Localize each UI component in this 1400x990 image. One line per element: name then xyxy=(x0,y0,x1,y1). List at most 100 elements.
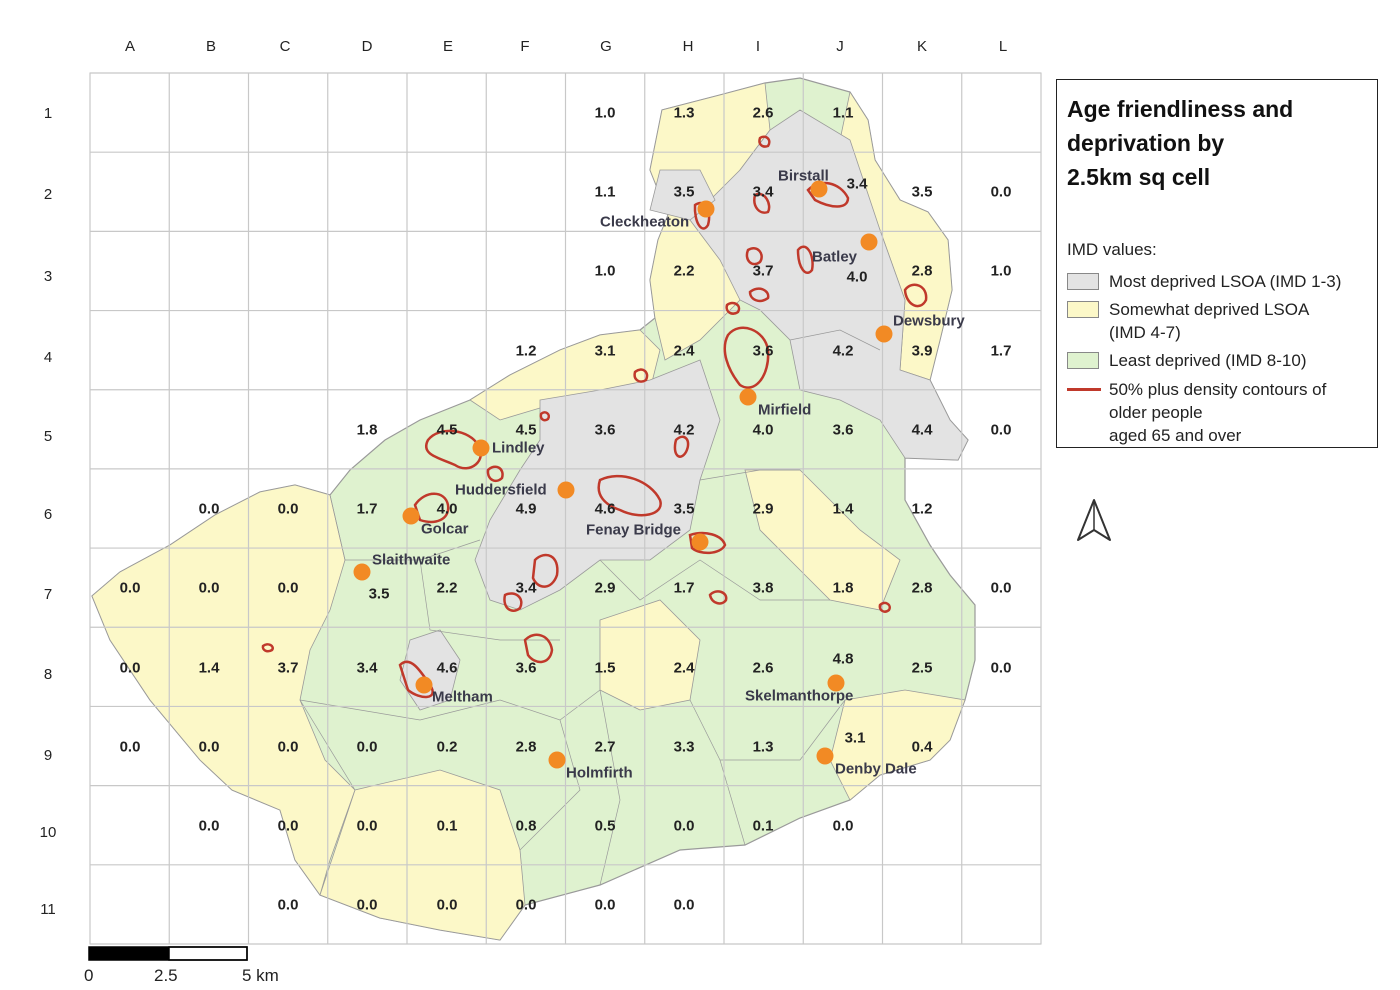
contour xyxy=(523,633,554,664)
town-label-mirfield: Mirfield xyxy=(758,401,812,419)
cell-value-f8: 3.6 xyxy=(515,659,537,677)
cell-value-j3: 4.0 xyxy=(846,268,868,286)
grid-row-label: 6 xyxy=(43,506,53,523)
grid-column-label: F xyxy=(520,38,530,55)
cell-value-a7: 0.0 xyxy=(119,579,141,597)
cell-value-j10: 0.0 xyxy=(832,817,854,835)
legend-subtitle: IMD values: xyxy=(1067,240,1157,259)
cell-value-g9: 2.7 xyxy=(594,738,616,756)
contour xyxy=(878,601,891,613)
town-label-cleckheaton: Cleckheaton xyxy=(600,213,690,231)
cell-value-b10: 0.0 xyxy=(198,817,220,835)
town-label-skelmanthorpe: Skelmanthorpe xyxy=(745,687,854,705)
cell-value-b6: 0.0 xyxy=(198,500,220,518)
cell-value-c8: 3.7 xyxy=(277,659,299,677)
cell-value-g3: 1.0 xyxy=(594,262,616,280)
grid-column-label: C xyxy=(279,38,291,55)
cell-value-j4: 4.2 xyxy=(832,342,854,360)
legend-title-line: Age friendliness and xyxy=(1067,96,1294,122)
contour xyxy=(486,465,504,482)
grid-row-label: 2 xyxy=(43,186,53,203)
town-marker-icon xyxy=(739,388,757,406)
cell-value-j5: 3.6 xyxy=(832,421,854,439)
cell-value-l3: 1.0 xyxy=(990,262,1012,280)
contour xyxy=(758,135,771,148)
cell-value-h11: 0.0 xyxy=(673,896,695,914)
town-marker-icon xyxy=(810,180,828,198)
cell-value-l8: 0.0 xyxy=(990,659,1012,677)
cell-value-i10: 0.1 xyxy=(752,817,774,835)
town-marker-icon xyxy=(353,563,371,581)
cell-value-d6: 1.7 xyxy=(356,500,378,518)
town-marker-icon xyxy=(557,481,575,499)
cell-value-g10: 0.5 xyxy=(594,817,616,835)
cell-value-i4: 3.6 xyxy=(752,342,774,360)
cell-value-g4: 3.1 xyxy=(594,342,616,360)
legend-label: aged 65 and over xyxy=(1109,426,1242,445)
town-marker-icon xyxy=(875,325,893,343)
grid-column-label: A xyxy=(124,38,135,55)
cell-value-f9: 2.8 xyxy=(515,738,537,756)
cell-value-j2: 3.4 xyxy=(846,175,868,193)
legend-title: Age friendliness and deprivation by 2.5k… xyxy=(1067,92,1367,194)
cell-value-h1: 1.3 xyxy=(673,104,695,122)
grid-row-label: 10 xyxy=(39,824,57,841)
contour xyxy=(796,245,814,274)
contour xyxy=(539,411,550,422)
town-label-dewsbury: Dewsbury xyxy=(893,312,965,330)
cell-value-g5: 3.6 xyxy=(594,421,616,439)
cell-value-c9: 0.0 xyxy=(277,738,299,756)
cell-value-c10: 0.0 xyxy=(277,817,299,835)
cell-value-k9: 0.4 xyxy=(911,738,933,756)
cell-value-j7: 1.8 xyxy=(832,579,854,597)
grid-column-label: B xyxy=(205,38,216,55)
contour xyxy=(261,643,274,653)
cell-value-j8: 4.8 xyxy=(832,650,854,668)
cell-value-f10: 0.8 xyxy=(515,817,537,835)
cell-value-l7: 0.0 xyxy=(990,579,1012,597)
cell-value-f4: 1.2 xyxy=(515,342,537,360)
legend-swatch xyxy=(1067,352,1099,369)
cell-value-g8: 1.5 xyxy=(594,659,616,677)
town-label-denby-dale: Denby Dale xyxy=(835,760,917,778)
cell-value-f6: 4.9 xyxy=(515,500,537,518)
cell-value-c7: 0.0 xyxy=(277,579,299,597)
cell-value-l4: 1.7 xyxy=(990,342,1012,360)
town-label-holmfirth: Holmfirth xyxy=(566,764,633,782)
cell-value-e8: 4.6 xyxy=(436,659,458,677)
legend-label: 50% plus density contours of xyxy=(1109,380,1327,399)
legend-label: older people xyxy=(1109,403,1203,422)
town-marker-icon xyxy=(548,751,566,769)
grid-row-label: 7 xyxy=(43,586,53,603)
town-label-golcar: Golcar xyxy=(421,520,469,538)
cell-value-g11: 0.0 xyxy=(594,896,616,914)
cell-value-k8: 2.5 xyxy=(911,659,933,677)
legend-line xyxy=(1067,388,1101,391)
cell-value-k2: 3.5 xyxy=(911,183,933,201)
cell-value-d11: 0.0 xyxy=(356,896,378,914)
cell-value-g2: 1.1 xyxy=(594,183,616,201)
legend-label: Least deprived (IMD 8-10) xyxy=(1109,351,1307,370)
contour xyxy=(673,435,690,458)
cell-value-i9: 1.3 xyxy=(752,738,774,756)
cell-value-d8: 3.4 xyxy=(356,659,378,677)
legend-swatch xyxy=(1067,301,1099,318)
contour xyxy=(723,326,770,389)
grid-column-label: G xyxy=(600,38,612,55)
cell-value-l5: 0.0 xyxy=(990,421,1012,439)
cell-value-l2: 0.0 xyxy=(990,183,1012,201)
grid-row-label: 11 xyxy=(40,901,56,918)
cell-value-d5: 1.8 xyxy=(356,421,378,439)
cell-value-e9: 0.2 xyxy=(436,738,458,756)
cell-value-k3: 2.8 xyxy=(911,262,933,280)
cell-value-j1: 1.1 xyxy=(832,104,854,122)
legend-label: Most deprived LSOA (IMD 1-3) xyxy=(1109,272,1342,291)
contour xyxy=(748,287,770,303)
cell-value-k6: 1.2 xyxy=(911,500,933,518)
contour xyxy=(633,368,649,383)
contour xyxy=(597,474,662,517)
town-label-meltham: Meltham xyxy=(432,688,493,706)
town-marker-icon xyxy=(472,439,490,457)
grid-row-label: 5 xyxy=(43,428,53,445)
grid-column-label: J xyxy=(836,38,844,55)
